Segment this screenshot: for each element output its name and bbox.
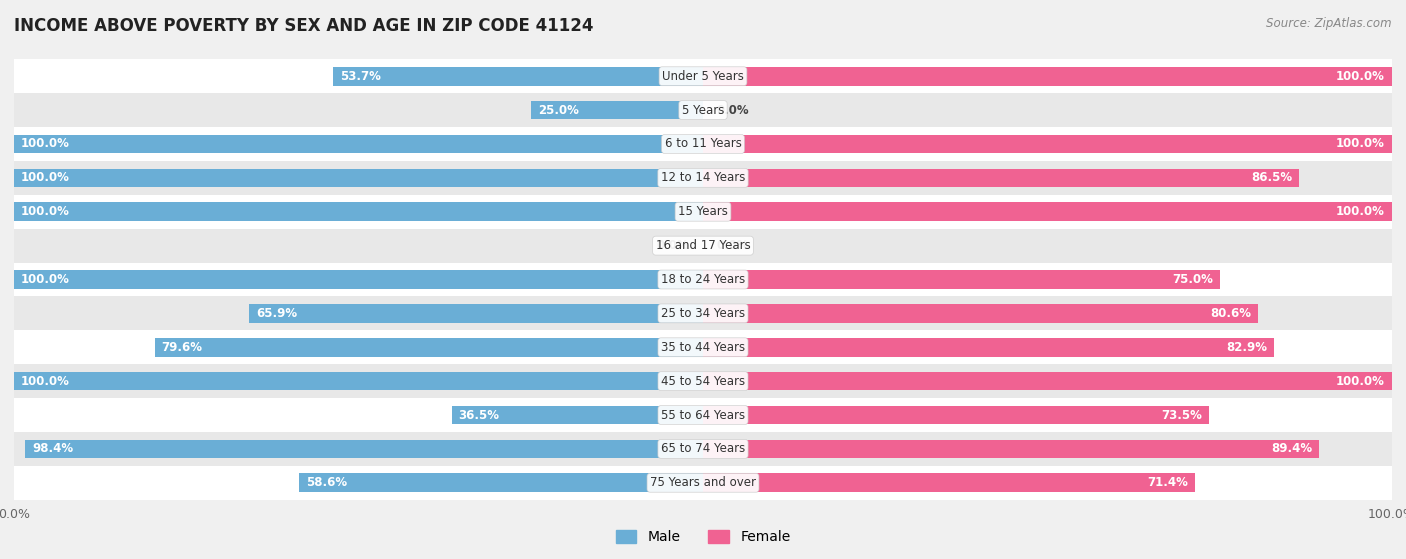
Bar: [703, 270, 1219, 289]
Text: 100.0%: 100.0%: [21, 205, 70, 218]
Text: 12 to 14 Years: 12 to 14 Years: [661, 172, 745, 184]
Text: 100.0%: 100.0%: [1336, 205, 1385, 218]
Text: 36.5%: 36.5%: [458, 409, 499, 421]
Text: 100.0%: 100.0%: [21, 375, 70, 387]
Bar: [333, 67, 703, 86]
Bar: [14, 466, 1392, 500]
Text: 79.6%: 79.6%: [162, 341, 202, 354]
Bar: [14, 195, 1392, 229]
Text: 25 to 34 Years: 25 to 34 Years: [661, 307, 745, 320]
Text: 89.4%: 89.4%: [1271, 442, 1312, 456]
Text: 6 to 11 Years: 6 to 11 Years: [665, 138, 741, 150]
Bar: [14, 59, 1392, 93]
Text: 100.0%: 100.0%: [1336, 138, 1385, 150]
Text: 16 and 17 Years: 16 and 17 Years: [655, 239, 751, 252]
Text: 5 Years: 5 Years: [682, 103, 724, 117]
Text: 100.0%: 100.0%: [21, 172, 70, 184]
Text: 55 to 64 Years: 55 to 64 Years: [661, 409, 745, 421]
Bar: [155, 338, 703, 357]
Bar: [703, 406, 1209, 424]
Bar: [14, 93, 1392, 127]
Text: 45 to 54 Years: 45 to 54 Years: [661, 375, 745, 387]
Text: 98.4%: 98.4%: [32, 442, 73, 456]
Bar: [14, 432, 1392, 466]
Bar: [14, 161, 1392, 195]
Bar: [14, 169, 703, 187]
Bar: [14, 364, 1392, 398]
Bar: [703, 372, 1392, 390]
Bar: [14, 296, 1392, 330]
Bar: [14, 330, 1392, 364]
Text: 75 Years and over: 75 Years and over: [650, 476, 756, 489]
Bar: [531, 101, 703, 120]
Bar: [14, 263, 1392, 296]
Bar: [703, 135, 1392, 153]
Bar: [703, 202, 1392, 221]
Bar: [451, 406, 703, 424]
Text: 35 to 44 Years: 35 to 44 Years: [661, 341, 745, 354]
Text: 25.0%: 25.0%: [537, 103, 578, 117]
Text: 100.0%: 100.0%: [21, 273, 70, 286]
Text: Under 5 Years: Under 5 Years: [662, 70, 744, 83]
Text: 100.0%: 100.0%: [21, 138, 70, 150]
Bar: [14, 127, 1392, 161]
Text: 18 to 24 Years: 18 to 24 Years: [661, 273, 745, 286]
Bar: [703, 338, 1274, 357]
Text: INCOME ABOVE POVERTY BY SEX AND AGE IN ZIP CODE 41124: INCOME ABOVE POVERTY BY SEX AND AGE IN Z…: [14, 17, 593, 35]
Text: 71.4%: 71.4%: [1147, 476, 1188, 489]
Bar: [703, 473, 1195, 492]
Bar: [25, 439, 703, 458]
Bar: [14, 398, 1392, 432]
Text: 75.0%: 75.0%: [1173, 273, 1213, 286]
Text: 0.0%: 0.0%: [717, 103, 749, 117]
Bar: [14, 229, 1392, 263]
Text: 80.6%: 80.6%: [1211, 307, 1251, 320]
Text: 0.0%: 0.0%: [657, 239, 689, 252]
Bar: [14, 270, 703, 289]
Bar: [14, 202, 703, 221]
Text: 100.0%: 100.0%: [1336, 375, 1385, 387]
Bar: [703, 169, 1299, 187]
Text: 86.5%: 86.5%: [1251, 172, 1292, 184]
Text: 100.0%: 100.0%: [1336, 70, 1385, 83]
Text: 15 Years: 15 Years: [678, 205, 728, 218]
Legend: Male, Female: Male, Female: [610, 525, 796, 550]
Text: 0.0%: 0.0%: [717, 239, 749, 252]
Bar: [703, 439, 1319, 458]
Bar: [299, 473, 703, 492]
Bar: [14, 372, 703, 390]
Text: 53.7%: 53.7%: [340, 70, 381, 83]
Text: 73.5%: 73.5%: [1161, 409, 1202, 421]
Bar: [703, 67, 1392, 86]
Text: Source: ZipAtlas.com: Source: ZipAtlas.com: [1267, 17, 1392, 30]
Bar: [703, 304, 1258, 323]
Bar: [249, 304, 703, 323]
Text: 65 to 74 Years: 65 to 74 Years: [661, 442, 745, 456]
Bar: [14, 135, 703, 153]
Text: 65.9%: 65.9%: [256, 307, 297, 320]
Text: 82.9%: 82.9%: [1226, 341, 1267, 354]
Text: 58.6%: 58.6%: [307, 476, 347, 489]
